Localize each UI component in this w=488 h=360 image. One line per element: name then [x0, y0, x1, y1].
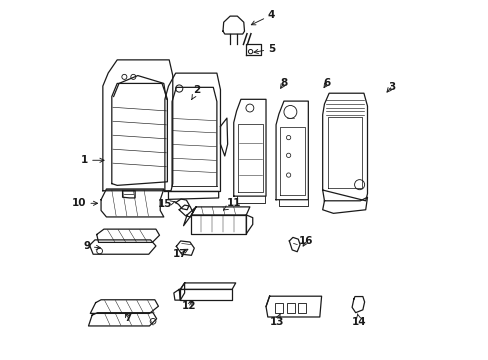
Text: 8: 8 [280, 78, 287, 88]
Text: 2: 2 [191, 85, 201, 99]
Text: 16: 16 [298, 236, 313, 246]
Text: 3: 3 [386, 82, 394, 92]
Text: 9: 9 [83, 241, 100, 251]
Bar [298, 303, 305, 313]
Text: 12: 12 [182, 301, 196, 311]
Text: 14: 14 [351, 314, 366, 327]
Text: 11: 11 [223, 198, 241, 210]
Text: 4: 4 [251, 10, 275, 25]
Text: 15: 15 [157, 199, 175, 210]
Text: 5: 5 [253, 44, 274, 54]
Text: 17: 17 [172, 248, 187, 258]
Text: 7: 7 [124, 313, 131, 323]
Text: 1: 1 [81, 155, 104, 165]
Text: 6: 6 [323, 78, 330, 88]
Bar [274, 303, 282, 313]
Bar [286, 303, 294, 313]
Text: 10: 10 [72, 198, 98, 208]
Text: 13: 13 [269, 314, 284, 327]
